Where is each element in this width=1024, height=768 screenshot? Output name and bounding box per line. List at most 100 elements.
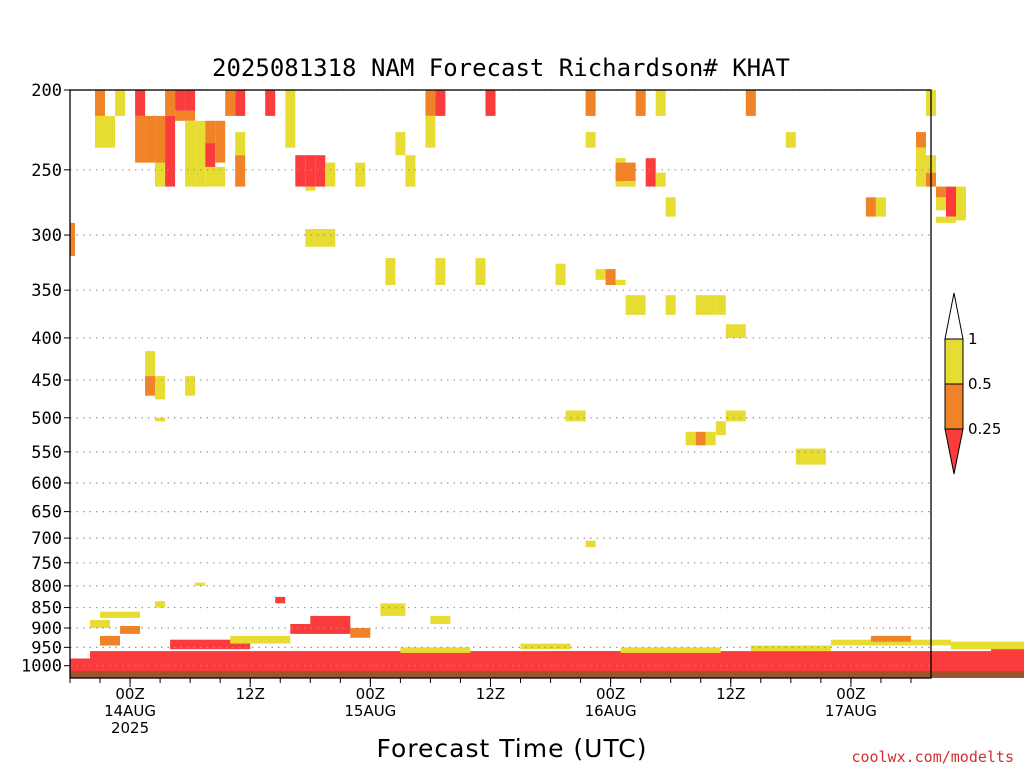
heatmap-cell — [695, 431, 706, 446]
x-tick-label: 00Z — [836, 685, 865, 703]
heatmap-cell — [665, 197, 676, 217]
gridlines — [70, 89, 931, 667]
heatmap-cell — [145, 351, 156, 377]
heatmap-cell — [95, 90, 105, 116]
heatmap-cell — [520, 643, 571, 650]
heatmap-cell — [620, 647, 721, 653]
heatmap-cell — [165, 90, 176, 116]
heatmap-cell — [120, 626, 141, 634]
y-tick-label: 400 — [31, 329, 62, 349]
heatmap-cell — [785, 132, 796, 148]
heatmap-cell — [991, 649, 1024, 655]
heatmap-cell — [165, 115, 176, 187]
heatmap-cell — [665, 295, 676, 315]
x-tick-label: 00Z — [356, 685, 385, 703]
y-tick-label: 500 — [31, 409, 62, 429]
heatmap-cell — [155, 601, 166, 608]
y-tick-label: 550 — [31, 443, 62, 463]
heatmap-cell — [875, 197, 886, 217]
heatmap-cell — [435, 90, 446, 116]
heatmap-cell — [265, 90, 276, 116]
colorbar: 1 0.5 0.25 — [944, 292, 1001, 475]
colorbar-segment — [944, 383, 964, 430]
heatmap-cell — [105, 115, 115, 148]
heatmap-cell — [205, 166, 226, 187]
heatmap-cell — [310, 615, 351, 624]
heatmap-cell — [215, 120, 226, 163]
heatmap-cell — [715, 421, 726, 436]
y-tick-label: 1000 — [21, 657, 62, 677]
heatmap-cell — [405, 155, 416, 187]
heatmap-cell — [175, 90, 186, 111]
y-tick-label: 650 — [31, 503, 62, 523]
heatmap-cell — [400, 647, 471, 653]
x-axis-label: Forecast Time (UTC) — [377, 734, 648, 763]
colorbar-segment — [944, 338, 964, 385]
heatmap-cell — [555, 263, 566, 286]
x-tick-label: 12Z — [236, 685, 265, 703]
heatmap-cell — [430, 615, 451, 624]
x-tick-label: 17AUG — [825, 702, 877, 720]
x-tick-label: 00Z — [115, 685, 144, 703]
heatmap-cell — [185, 90, 196, 111]
colorbar-label: 0.25 — [968, 420, 1001, 438]
heatmap-cell — [635, 90, 646, 116]
heatmap-cell — [290, 624, 351, 634]
heatmap-cell — [115, 90, 126, 116]
heatmap-cell — [615, 279, 626, 285]
heatmap-cell — [936, 186, 946, 198]
heatmap-cell — [355, 162, 366, 187]
heatmap-cell — [475, 258, 486, 285]
heatmap-cell — [565, 410, 576, 422]
heatmap-cell — [235, 132, 246, 156]
y-tick-label: 700 — [31, 529, 62, 549]
heatmap-cell — [936, 216, 956, 223]
heatmap-cell — [325, 162, 336, 187]
y-tick-label: 800 — [31, 577, 62, 597]
x-tick-label: 12Z — [476, 685, 505, 703]
heatmap-cell — [170, 639, 251, 650]
heatmap-cell — [595, 269, 606, 280]
heatmap-cell — [275, 596, 286, 604]
heatmap-cell — [90, 620, 110, 628]
heatmap-cell — [705, 431, 716, 446]
heatmap-cell — [155, 115, 166, 184]
heatmap-cell — [385, 258, 396, 285]
heatmap-cell — [235, 90, 246, 116]
plot-frame — [69, 89, 932, 679]
x-tick-label: 12Z — [716, 685, 745, 703]
heatmap-cell — [615, 162, 636, 182]
heatmap-cell — [295, 155, 306, 187]
colorbar-label: 1 — [968, 330, 978, 348]
heatmap-cell — [725, 410, 746, 422]
y-tick-label: 850 — [31, 599, 62, 619]
heatmap-cell — [70, 222, 75, 256]
heatmap-cell — [70, 658, 1024, 672]
heatmap-cell — [305, 229, 336, 247]
heatmap-cell — [205, 120, 216, 144]
y-tick-label: 600 — [31, 474, 62, 494]
heatmap-cell — [155, 417, 166, 422]
y-tick-label: 750 — [31, 554, 62, 574]
x-tick-label: 14AUG — [104, 702, 156, 720]
y-tick-label: 950 — [31, 638, 62, 658]
heatmap-cell — [175, 110, 196, 121]
heatmap-cell — [585, 90, 596, 116]
heatmap-cell — [916, 132, 926, 148]
heatmap-cell — [745, 90, 756, 116]
heatmap-cell — [380, 603, 406, 616]
heatmap-cell — [575, 410, 586, 422]
heatmap-cell — [435, 258, 446, 285]
heatmap-cell — [305, 155, 316, 187]
heatmap-cell — [185, 120, 196, 187]
heatmap-cell — [585, 132, 596, 148]
heatmap-cell — [195, 582, 206, 586]
heatmap-cell — [285, 90, 296, 116]
heatmap-cell — [155, 162, 166, 187]
heatmap-cell — [605, 269, 616, 285]
heatmap-cell — [155, 376, 166, 400]
colorbar-bottom-arrow — [944, 428, 964, 475]
heatmap-cell — [145, 376, 156, 396]
